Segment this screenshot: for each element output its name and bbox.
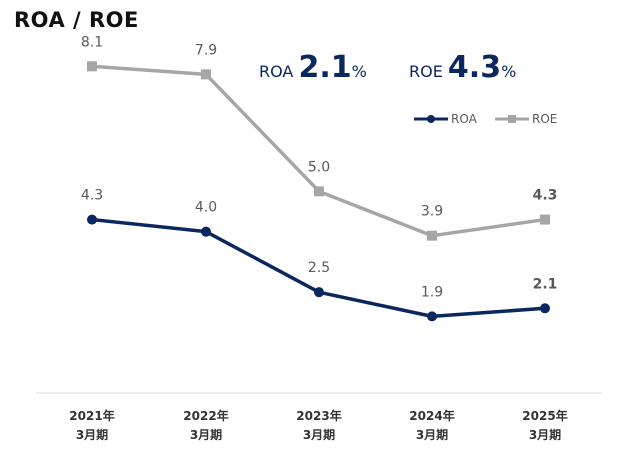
roa-kpi-label: ROA: [259, 62, 294, 81]
roa-point: [314, 287, 324, 298]
roa-legend-marker: [427, 115, 435, 123]
x-tick-label: 2022年 3月期: [183, 408, 228, 442]
roa-point: [201, 226, 211, 237]
roe-data-label: 5.0: [308, 159, 330, 175]
roe-kpi-value: 4.3: [447, 50, 502, 85]
roe-kpi: ROE 4.3%: [409, 50, 516, 85]
roe-point: [314, 186, 324, 197]
x-tick-label: 2021年 3月期: [69, 408, 114, 442]
x-tick-label: 2025年 3月期: [522, 408, 567, 442]
roe-kpi-label: ROE: [409, 62, 443, 81]
roa-data-label: 4.0: [195, 200, 217, 216]
roa-point: [540, 303, 550, 314]
roe-legend-marker: [508, 115, 516, 123]
roa-kpi-value: 2.1: [298, 50, 352, 85]
roe-kpi-unit: %: [501, 62, 517, 81]
roe-point: [427, 230, 437, 241]
roa-kpi: ROA 2.1%: [259, 50, 367, 85]
roe-point: [87, 61, 97, 72]
roe-data-label: 7.9: [195, 42, 217, 58]
roa-kpi-unit: %: [351, 62, 367, 81]
roa-data-label: 4.3: [81, 188, 103, 204]
roa-data-label: 1.9: [421, 284, 443, 300]
roe-point: [540, 214, 550, 225]
roe-line: [91, 64, 546, 238]
roa-data-label: 2.5: [308, 260, 330, 276]
roe-legend-label: ROE: [532, 112, 557, 126]
roa-data-label: 2.1: [533, 276, 558, 292]
roa-point: [427, 311, 437, 322]
roe-data-label: 4.3: [533, 188, 558, 204]
x-tick-label: 2023年 3月期: [296, 408, 341, 442]
roe-point: [201, 69, 211, 80]
roe-data-label: 3.9: [421, 204, 443, 220]
roa-point: [87, 214, 97, 225]
x-tick-label: 2024年 3月期: [409, 408, 454, 442]
roe-data-label: 8.1: [81, 34, 103, 50]
chart-title: ROA / ROE: [14, 8, 139, 32]
roa-legend-label: ROA: [451, 112, 478, 126]
